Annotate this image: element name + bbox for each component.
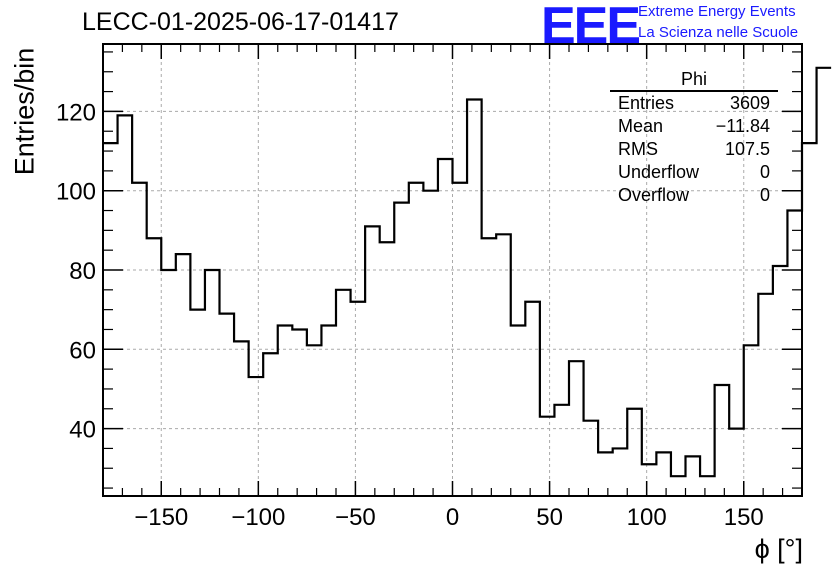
stats-row-overflow: Overflow 0: [610, 184, 778, 207]
stats-label: Underflow: [618, 162, 700, 182]
stats-box: Phi Entries 3609 Mean −11.84 RMS 107.5 U…: [610, 68, 778, 207]
y-tick-label: 80: [69, 258, 96, 285]
x-tick-label: −150: [134, 504, 188, 531]
stats-value: 0: [759, 162, 770, 182]
plot-frame: [102, 43, 803, 497]
eee-logo: EEE: [541, 0, 641, 55]
logo-line-2: La Scienza nelle Scuole: [638, 24, 799, 41]
axis-ticks: [102, 44, 803, 496]
x-axis-label: ϕ [°]: [754, 534, 803, 564]
stats-value: 3609: [729, 93, 770, 113]
x-tick-label: 100: [627, 504, 667, 531]
y-axis-label: Entries/bin: [9, 47, 40, 176]
stats-row-rms: RMS 107.5: [610, 138, 778, 161]
stats-value: 107.5: [724, 139, 770, 159]
x-tick-label: −50: [335, 504, 376, 531]
chart-title: LECC-01-2025-06-17-01417: [82, 8, 399, 36]
x-tick-label: 150: [724, 504, 764, 531]
stats-row-entries: Entries 3609: [610, 92, 778, 115]
stats-row-underflow: Underflow 0: [610, 161, 778, 184]
stats-label: Mean: [618, 116, 664, 136]
tick-labels: −150 −100 −50 0 50 100 150 40 60 80 100 120: [56, 99, 764, 531]
y-tick-label: 120: [56, 99, 96, 126]
logo-line-1: Extreme Energy Events: [638, 3, 796, 20]
y-tick-label: 40: [69, 417, 96, 444]
x-tick-label: −100: [231, 504, 285, 531]
stats-title: Phi: [610, 68, 778, 92]
stats-label: Overflow: [618, 185, 690, 205]
y-tick-label: 100: [56, 179, 96, 206]
histogram-step-line: [103, 66, 832, 478]
x-tick-label: 50: [536, 504, 563, 531]
stats-row-mean: Mean −11.84: [610, 115, 778, 138]
y-tick-label: 60: [69, 337, 96, 364]
stats-label: RMS: [618, 139, 658, 159]
stats-value: −11.84: [715, 116, 770, 136]
x-tick-label: 0: [446, 504, 459, 531]
stats-value: 0: [759, 185, 770, 205]
stats-label: Entries: [618, 93, 675, 113]
